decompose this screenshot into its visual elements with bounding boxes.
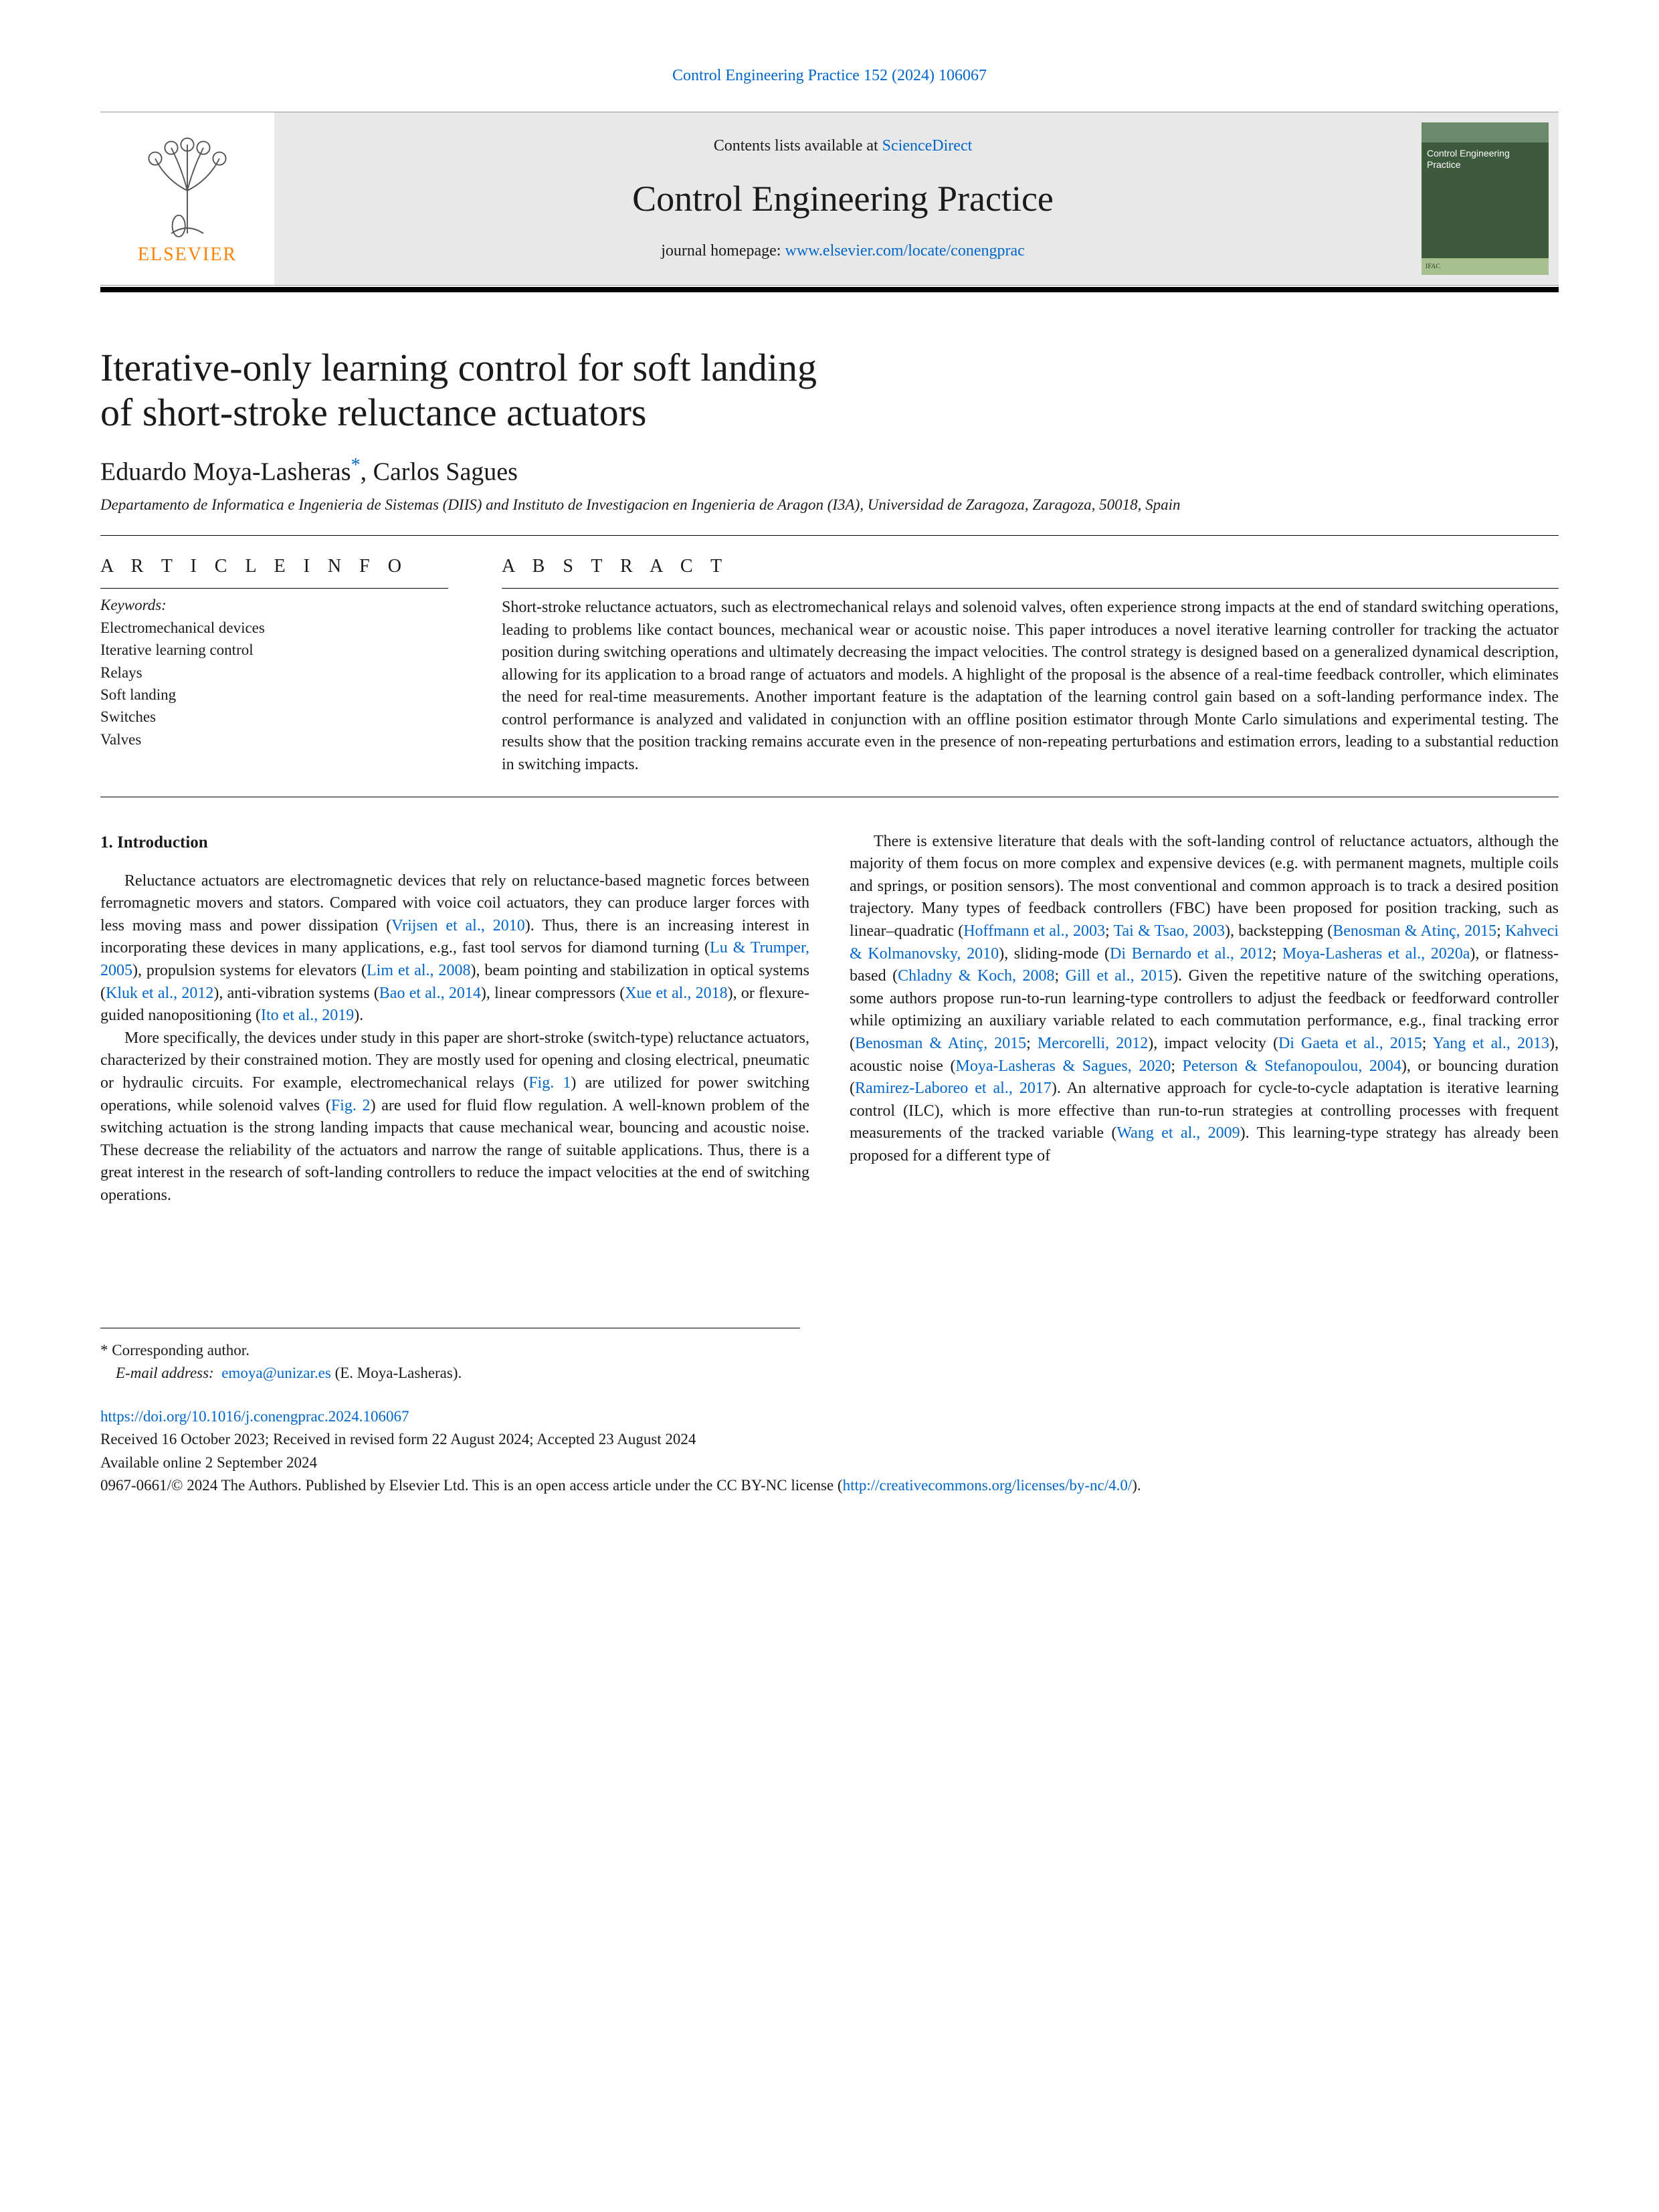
- abstract-block: A B S T R A C T Short-stroke reluctance …: [502, 556, 1559, 777]
- cite-link[interactable]: Hoffmann et al., 2003: [963, 922, 1105, 940]
- available-line: Available online 2 September 2024: [100, 1451, 1559, 1475]
- column-right: There is extensive literature that deals…: [850, 831, 1559, 1207]
- affiliation: Departamento de Informatica e Ingenieria…: [100, 495, 1559, 515]
- homepage-line: journal homepage: www.elsevier.com/locat…: [661, 242, 1025, 260]
- sciencedirect-link[interactable]: ScienceDirect: [882, 137, 973, 155]
- email-link[interactable]: emoya@unizar.es: [221, 1365, 331, 1381]
- cite-link[interactable]: Wang et al., 2009: [1116, 1124, 1240, 1142]
- doi-link[interactable]: https://doi.org/10.1016/j.conengprac.202…: [100, 1408, 409, 1425]
- text: ;: [1105, 922, 1114, 940]
- contents-prefix: Contents lists available at: [714, 137, 882, 155]
- license-link[interactable]: http://creativecommons.org/licenses/by-n…: [843, 1477, 1133, 1494]
- abstract-text: Short-stroke reluctance actuators, such …: [502, 588, 1559, 777]
- text: ;: [1496, 922, 1505, 940]
- meta-row: A R T I C L E I N F O Keywords: Electrom…: [100, 536, 1559, 797]
- cite-link[interactable]: Tai & Tsao, 2003: [1114, 922, 1225, 940]
- article-info-label: A R T I C L E I N F O: [100, 556, 448, 577]
- cite-link[interactable]: Bao et al., 2014: [379, 985, 481, 1002]
- cite-link[interactable]: Mercorelli, 2012: [1038, 1035, 1148, 1052]
- cite-link[interactable]: Benosman & Atinç, 2015: [855, 1035, 1026, 1052]
- top-citation: Control Engineering Practice 152 (2024) …: [100, 67, 1559, 85]
- cite-link[interactable]: Lim et al., 2008: [367, 962, 470, 979]
- cover-badge: IFAC: [1422, 258, 1549, 275]
- title-line-2: of short-stroke reluctance actuators: [100, 391, 646, 434]
- email-line: E-mail address: emoya@unizar.es (E. Moya…: [100, 1362, 800, 1385]
- fig-link[interactable]: Fig. 2: [331, 1097, 371, 1114]
- homepage-link[interactable]: www.elsevier.com/locate/conengprac: [785, 242, 1024, 260]
- cite-link[interactable]: Gill et al., 2015: [1066, 967, 1173, 985]
- copyright-line: 0967-0661/© 2024 The Authors. Published …: [100, 1474, 1559, 1498]
- cite-link[interactable]: Benosman & Atinç, 2015: [1333, 922, 1496, 940]
- cite-link[interactable]: Yang et al., 2013: [1433, 1035, 1549, 1052]
- homepage-prefix: journal homepage:: [661, 242, 785, 260]
- text: ;: [1171, 1058, 1182, 1075]
- footnotes: * Corresponding author. E-mail address: …: [100, 1328, 800, 1385]
- text: ), anti-vibration systems (: [213, 985, 379, 1002]
- copyright-suffix: ).: [1132, 1477, 1141, 1494]
- authors: Eduardo Moya-Lasheras*, Carlos Sagues: [100, 455, 1559, 487]
- header-center: Contents lists available at ScienceDirec…: [274, 112, 1411, 285]
- cite-link[interactable]: Ito et al., 2019: [261, 1007, 354, 1024]
- title-line-1: Iterative-only learning control for soft…: [100, 346, 817, 389]
- cite-link[interactable]: Chladny & Koch, 2008: [898, 967, 1054, 985]
- cover-text: Control Engineering Practice: [1422, 142, 1549, 176]
- paragraph: Reluctance actuators are electromagnetic…: [100, 870, 809, 1027]
- header-rule: [100, 287, 1559, 292]
- text: ;: [1026, 1035, 1038, 1052]
- text: ;: [1272, 945, 1282, 963]
- paragraph: There is extensive literature that deals…: [850, 831, 1559, 1168]
- email-paren: (E. Moya-Lasheras).: [335, 1365, 462, 1381]
- citation-link[interactable]: Control Engineering Practice 152 (2024) …: [672, 67, 987, 84]
- elsevier-label: ELSEVIER: [138, 244, 237, 266]
- paragraph: More specifically, the devices under stu…: [100, 1027, 809, 1207]
- text: ), backstepping (: [1225, 922, 1333, 940]
- footer-block: https://doi.org/10.1016/j.conengprac.202…: [100, 1405, 1559, 1498]
- fig-link[interactable]: Fig. 1: [528, 1074, 571, 1092]
- contents-line: Contents lists available at ScienceDirec…: [714, 137, 973, 155]
- article-info: A R T I C L E I N F O Keywords: Electrom…: [100, 556, 448, 777]
- text: ;: [1055, 967, 1066, 985]
- cite-link[interactable]: Moya-Lasheras & Sagues, 2020: [956, 1058, 1171, 1075]
- journal-name: Control Engineering Practice: [632, 178, 1054, 219]
- cite-link[interactable]: Di Bernardo et al., 2012: [1110, 945, 1272, 963]
- author-1: Eduardo Moya-Lasheras: [100, 458, 351, 486]
- text: ), linear compressors (: [481, 985, 625, 1002]
- journal-header: ELSEVIER Contents lists available at Sci…: [100, 112, 1559, 286]
- text: ;: [1422, 1035, 1433, 1052]
- corr-mark: *: [351, 455, 361, 476]
- elsevier-logo-block: ELSEVIER: [100, 112, 274, 285]
- author-2: Carlos Sagues: [373, 458, 518, 486]
- column-left: 1. Introduction Reluctance actuators are…: [100, 831, 809, 1207]
- keywords-list: Electromechanical devices Iterative lear…: [100, 617, 448, 750]
- cite-link[interactable]: Xue et al., 2018: [625, 985, 727, 1002]
- keywords-header: Keywords:: [100, 588, 448, 614]
- body-columns: 1. Introduction Reluctance actuators are…: [100, 831, 1559, 1207]
- email-label: E-mail address:: [116, 1365, 214, 1381]
- cite-link[interactable]: Ramirez-Laboreo et al., 2017: [855, 1080, 1052, 1097]
- article-title: Iterative-only learning control for soft…: [100, 346, 1559, 435]
- text: ), sliding-mode (: [999, 945, 1110, 963]
- text: ).: [354, 1007, 363, 1024]
- copyright-text: 0967-0661/© 2024 The Authors. Published …: [100, 1477, 843, 1494]
- journal-cover-thumb: Control Engineering Practice IFAC: [1422, 122, 1549, 275]
- corresponding-note: * Corresponding author.: [100, 1339, 800, 1363]
- cite-link[interactable]: Kluk et al., 2012: [106, 985, 213, 1002]
- cite-link[interactable]: Vrijsen et al., 2010: [391, 917, 525, 934]
- text: ), impact velocity (: [1148, 1035, 1278, 1052]
- abstract-label: A B S T R A C T: [502, 556, 1559, 577]
- received-line: Received 16 October 2023; Received in re…: [100, 1428, 1559, 1451]
- cite-link[interactable]: Di Gaeta et al., 2015: [1278, 1035, 1422, 1052]
- intro-heading: 1. Introduction: [100, 831, 809, 854]
- cite-link[interactable]: Moya-Lasheras et al., 2020a: [1282, 945, 1470, 963]
- cite-link[interactable]: Peterson & Stefanopoulou, 2004: [1183, 1058, 1401, 1075]
- elsevier-tree-icon: [127, 132, 248, 239]
- text: ), propulsion systems for elevators (: [132, 962, 367, 979]
